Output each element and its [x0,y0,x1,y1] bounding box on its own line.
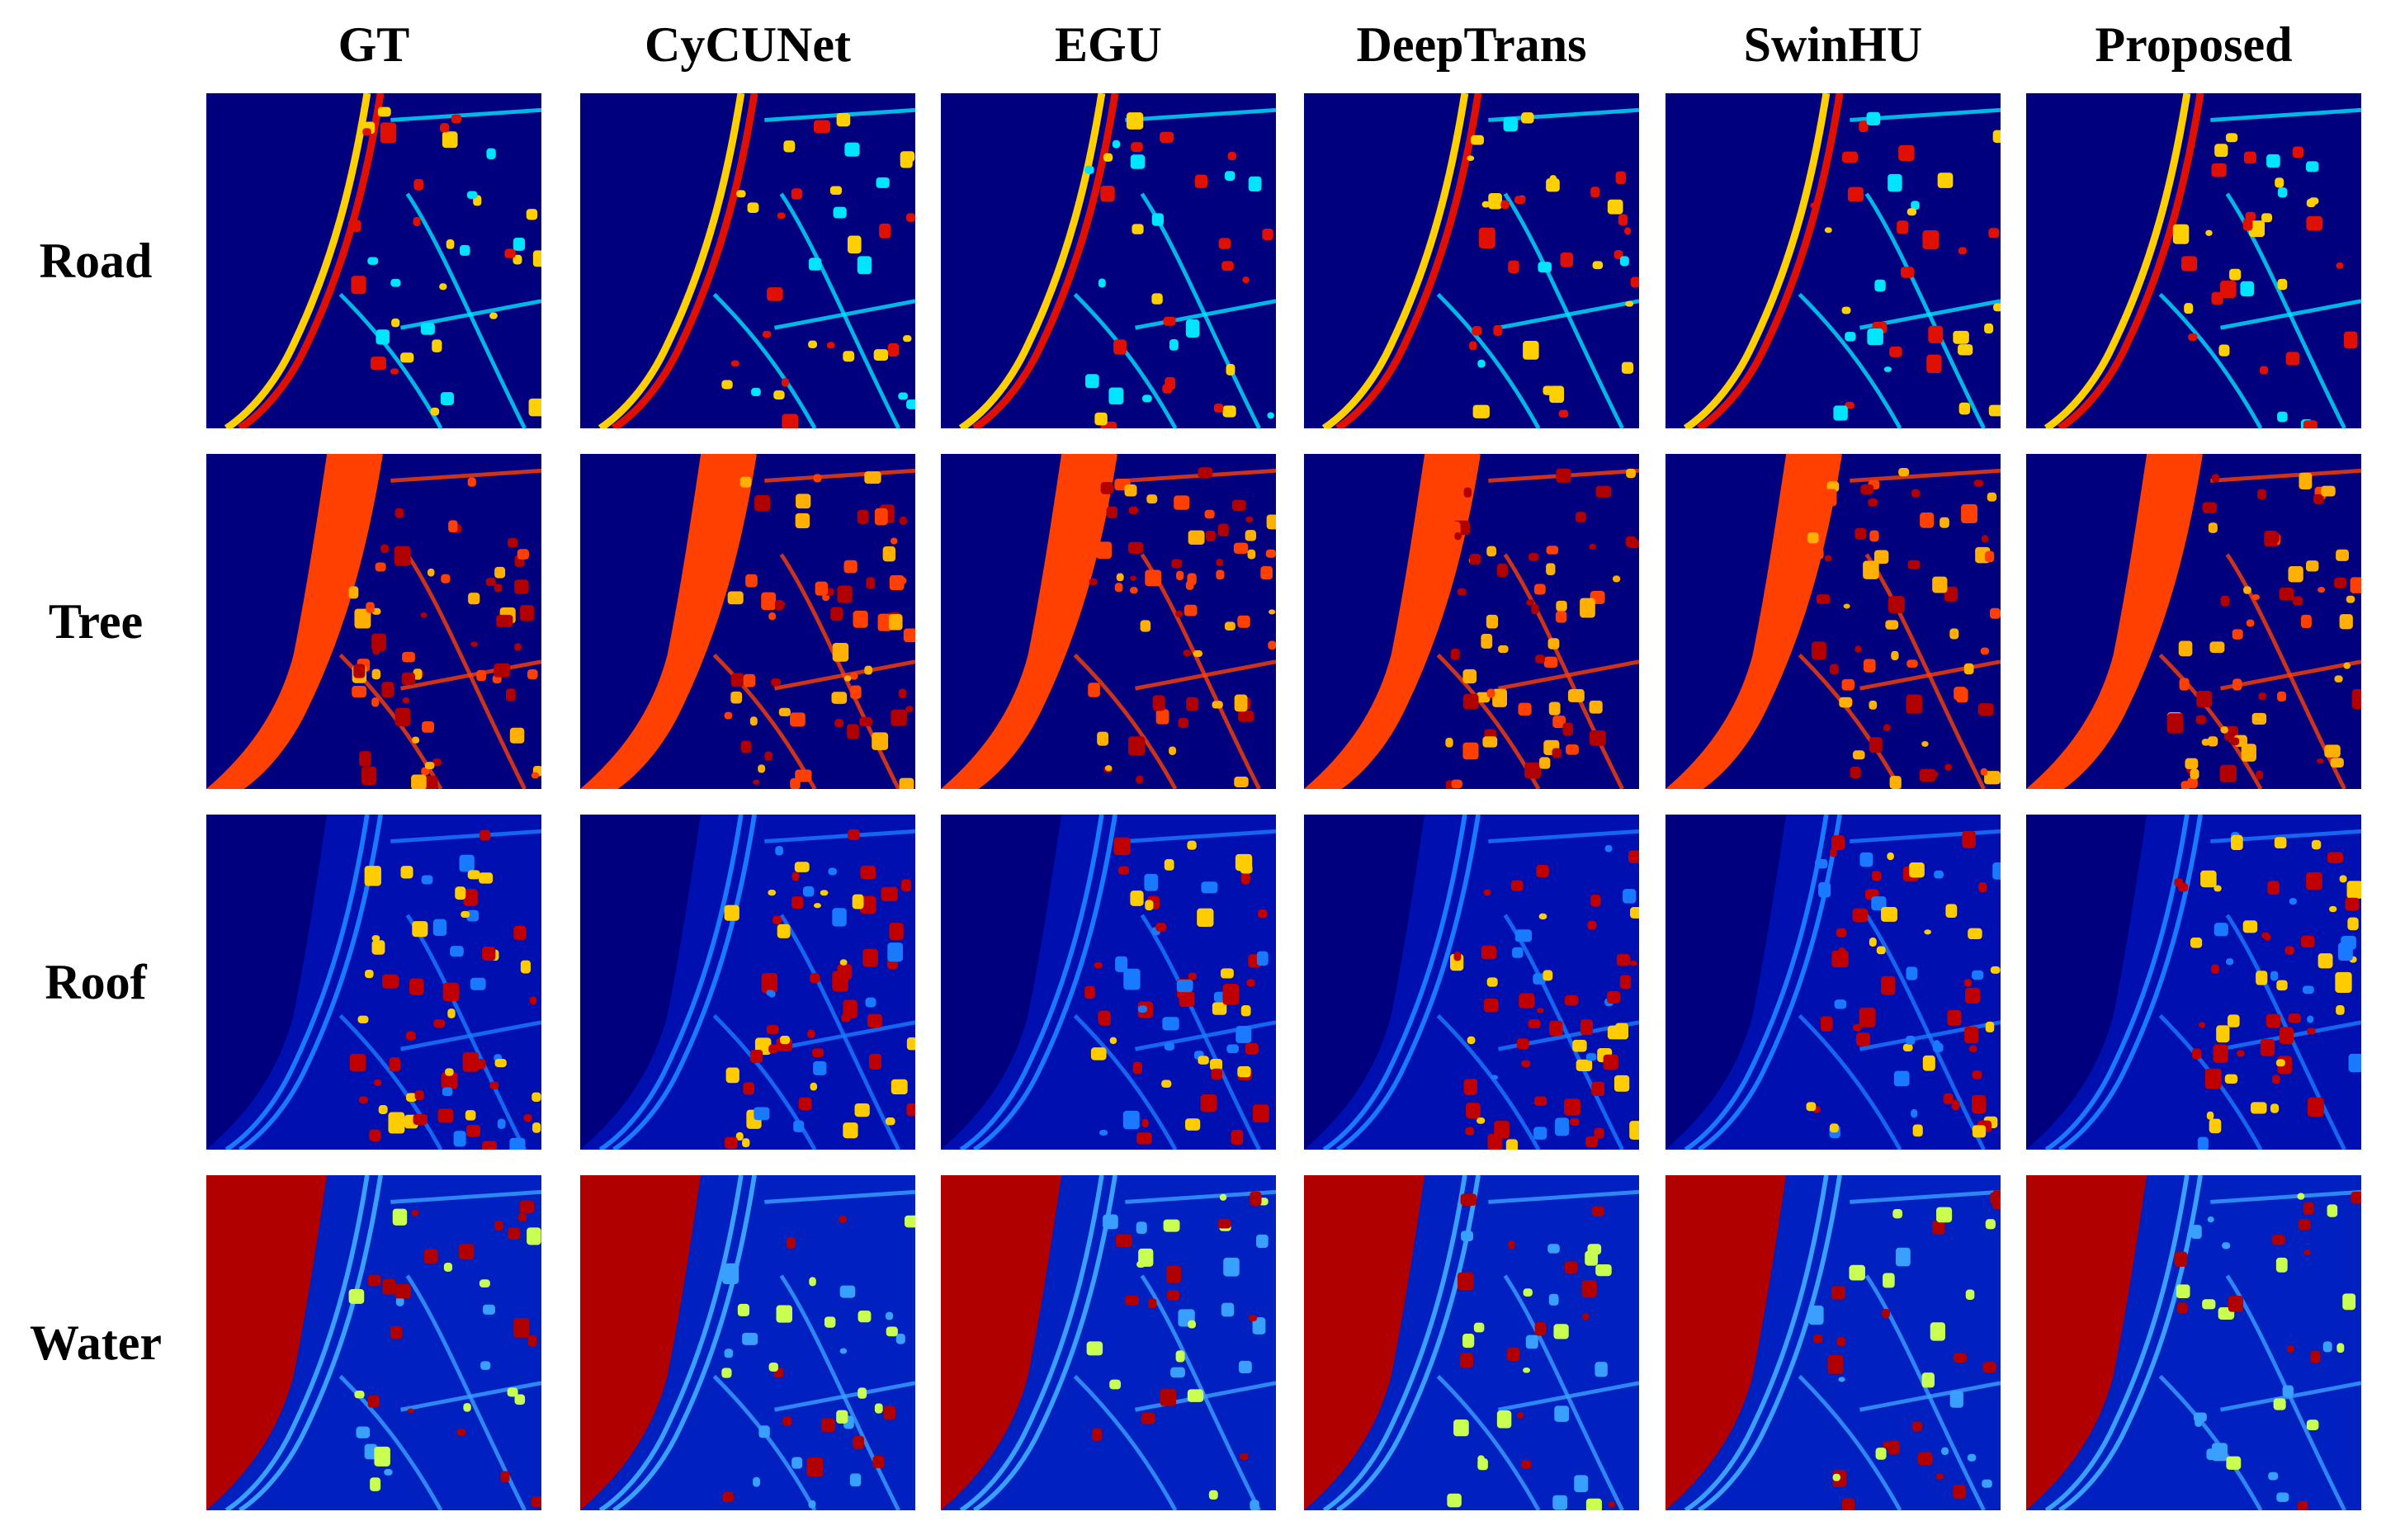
abundance-map-roof-egu [941,815,1276,1150]
column-header-egu: EGU [1054,17,1163,72]
abundance-map-roof-gt [206,815,541,1150]
abundance-map-road-swinhu [1665,93,2001,428]
column-header-cycunet: CyCUNet [645,17,851,72]
abundance-map-water-gt [206,1175,541,1510]
column-header-proposed: Proposed [2095,17,2293,72]
abundance-map-road-proposed [2026,93,2361,428]
abundance-map-tree-gt [206,454,541,789]
abundance-map-water-proposed [2026,1175,2361,1510]
abundance-map-tree-cycunet [580,454,915,789]
abundance-map-roof-swinhu [1665,815,2001,1150]
abundance-map-roof-proposed [2026,815,2361,1150]
abundance-map-road-gt [206,93,541,428]
abundance-map-water-deeptrans [1304,1175,1639,1510]
abundance-map-water-cycunet [580,1175,915,1510]
abundance-map-road-deeptrans [1304,93,1639,428]
abundance-map-tree-egu [941,454,1276,789]
abundance-map-roof-deeptrans [1304,815,1639,1150]
row-label-road: Road [39,233,153,288]
row-label-water: Water [30,1315,162,1370]
row-label-tree: Tree [48,593,144,649]
abundance-map-tree-proposed [2026,454,2361,789]
abundance-map-tree-swinhu [1665,454,2001,789]
abundance-map-roof-cycunet [580,815,915,1150]
column-header-swinhu: SwinHU [1743,17,1923,72]
abundance-map-water-egu [941,1175,1276,1510]
abundance-map-tree-deeptrans [1304,454,1639,789]
abundance-map-road-egu [941,93,1276,428]
column-header-deeptrans: DeepTrans [1356,17,1587,72]
abundance-map-water-swinhu [1665,1175,2001,1510]
abundance-map-road-cycunet [580,93,915,428]
column-header-gt: GT [338,17,410,72]
row-label-roof: Roof [45,954,147,1009]
